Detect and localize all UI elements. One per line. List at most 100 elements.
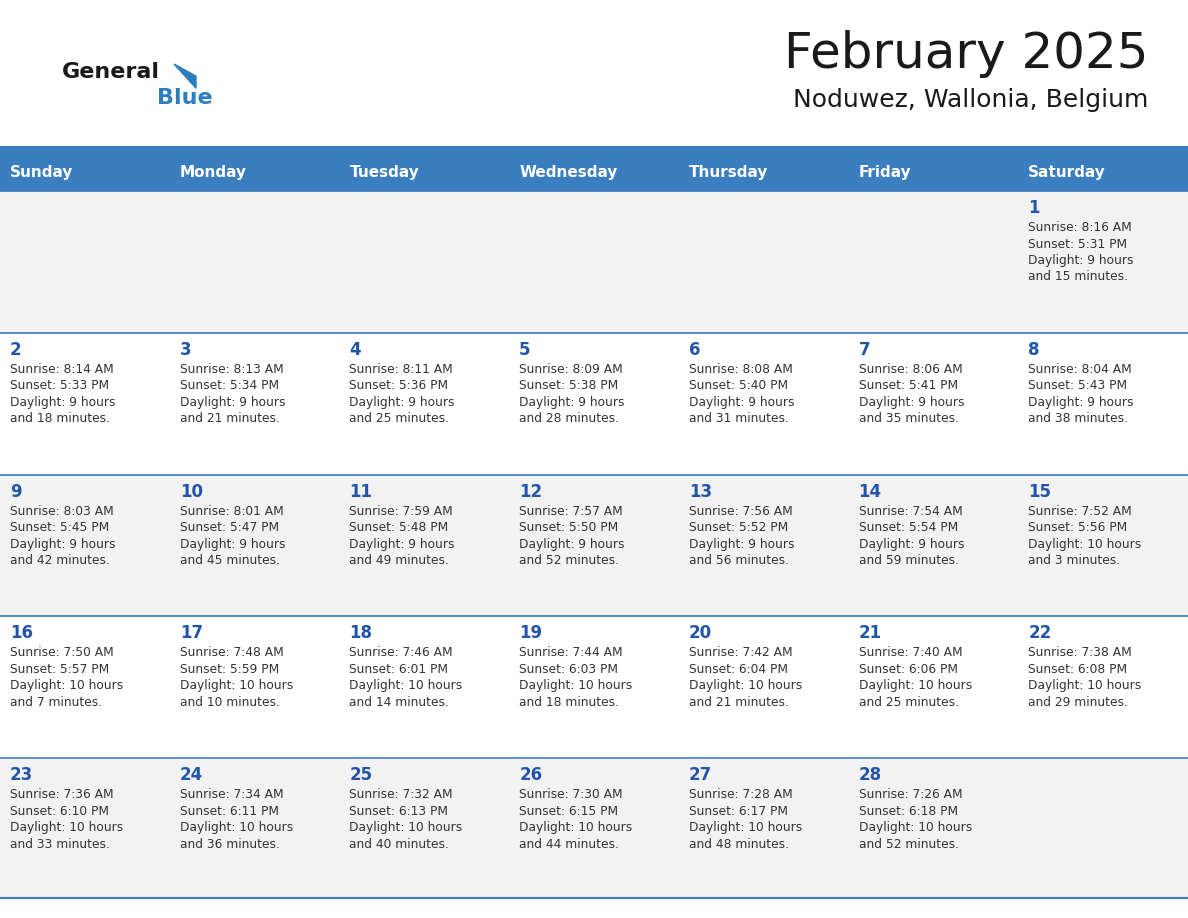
- Bar: [848, 191, 1018, 333]
- Text: and 38 minutes.: and 38 minutes.: [1029, 412, 1129, 425]
- Text: Daylight: 9 hours: Daylight: 9 hours: [179, 396, 285, 409]
- Text: Daylight: 9 hours: Daylight: 9 hours: [10, 396, 115, 409]
- Text: Sunrise: 7:59 AM: Sunrise: 7:59 AM: [349, 505, 453, 518]
- Bar: [510, 758, 678, 900]
- Text: Daylight: 9 hours: Daylight: 9 hours: [349, 538, 455, 551]
- Text: and 21 minutes.: and 21 minutes.: [689, 696, 789, 709]
- Bar: [170, 616, 340, 758]
- Text: 28: 28: [859, 767, 881, 784]
- Bar: [340, 191, 510, 333]
- Text: 17: 17: [179, 624, 203, 643]
- Text: Daylight: 10 hours: Daylight: 10 hours: [689, 822, 802, 834]
- Text: Daylight: 10 hours: Daylight: 10 hours: [179, 822, 293, 834]
- Text: Sunrise: 7:28 AM: Sunrise: 7:28 AM: [689, 789, 792, 801]
- Text: Sunrise: 8:11 AM: Sunrise: 8:11 AM: [349, 363, 453, 375]
- Text: and 40 minutes.: and 40 minutes.: [349, 838, 449, 851]
- Text: and 52 minutes.: and 52 minutes.: [519, 554, 619, 567]
- Text: and 14 minutes.: and 14 minutes.: [349, 696, 449, 709]
- Text: and 28 minutes.: and 28 minutes.: [519, 412, 619, 425]
- Text: Daylight: 10 hours: Daylight: 10 hours: [10, 822, 124, 834]
- Bar: [0, 475, 170, 616]
- Text: 15: 15: [1029, 483, 1051, 500]
- Text: Daylight: 10 hours: Daylight: 10 hours: [519, 822, 632, 834]
- Bar: [848, 333, 1018, 475]
- Text: Daylight: 9 hours: Daylight: 9 hours: [859, 538, 965, 551]
- Bar: [510, 191, 678, 333]
- Text: and 48 minutes.: and 48 minutes.: [689, 838, 789, 851]
- Text: Sunset: 5:45 PM: Sunset: 5:45 PM: [10, 521, 109, 534]
- Text: Sunset: 6:08 PM: Sunset: 6:08 PM: [1029, 663, 1127, 676]
- Text: 8: 8: [1029, 341, 1040, 359]
- Text: Daylight: 9 hours: Daylight: 9 hours: [179, 538, 285, 551]
- Bar: [678, 616, 848, 758]
- Text: and 25 minutes.: and 25 minutes.: [349, 412, 449, 425]
- Text: 2: 2: [10, 341, 21, 359]
- Text: Sunday: Sunday: [10, 164, 74, 180]
- Text: and 31 minutes.: and 31 minutes.: [689, 412, 789, 425]
- Text: Sunset: 5:50 PM: Sunset: 5:50 PM: [519, 521, 619, 534]
- Text: Daylight: 10 hours: Daylight: 10 hours: [1029, 538, 1142, 551]
- Text: Sunset: 5:57 PM: Sunset: 5:57 PM: [10, 663, 109, 676]
- Bar: [340, 153, 510, 191]
- Bar: [340, 616, 510, 758]
- Text: February 2025: February 2025: [784, 30, 1148, 78]
- Text: and 56 minutes.: and 56 minutes.: [689, 554, 789, 567]
- Text: Daylight: 9 hours: Daylight: 9 hours: [519, 538, 625, 551]
- Bar: [1018, 333, 1188, 475]
- Text: Sunrise: 7:54 AM: Sunrise: 7:54 AM: [859, 505, 962, 518]
- Text: and 10 minutes.: and 10 minutes.: [179, 696, 279, 709]
- Text: and 49 minutes.: and 49 minutes.: [349, 554, 449, 567]
- Text: Sunset: 5:34 PM: Sunset: 5:34 PM: [179, 379, 279, 392]
- Text: and 45 minutes.: and 45 minutes.: [179, 554, 279, 567]
- Text: and 29 minutes.: and 29 minutes.: [1029, 696, 1129, 709]
- Text: and 44 minutes.: and 44 minutes.: [519, 838, 619, 851]
- Text: 5: 5: [519, 341, 531, 359]
- Text: Daylight: 9 hours: Daylight: 9 hours: [859, 396, 965, 409]
- Text: Saturday: Saturday: [1029, 164, 1106, 180]
- Text: Sunset: 5:52 PM: Sunset: 5:52 PM: [689, 521, 788, 534]
- Text: Tuesday: Tuesday: [349, 164, 419, 180]
- Bar: [848, 616, 1018, 758]
- Text: Sunrise: 8:04 AM: Sunrise: 8:04 AM: [1029, 363, 1132, 375]
- Text: Noduwez, Wallonia, Belgium: Noduwez, Wallonia, Belgium: [792, 88, 1148, 112]
- Text: Sunrise: 8:03 AM: Sunrise: 8:03 AM: [10, 505, 114, 518]
- Text: 22: 22: [1029, 624, 1051, 643]
- Bar: [1018, 153, 1188, 191]
- Bar: [170, 191, 340, 333]
- Text: Daylight: 10 hours: Daylight: 10 hours: [10, 679, 124, 692]
- Text: Sunrise: 7:42 AM: Sunrise: 7:42 AM: [689, 646, 792, 659]
- Text: Daylight: 9 hours: Daylight: 9 hours: [10, 538, 115, 551]
- Text: Sunset: 5:33 PM: Sunset: 5:33 PM: [10, 379, 109, 392]
- Bar: [0, 616, 170, 758]
- Bar: [678, 475, 848, 616]
- Text: Daylight: 9 hours: Daylight: 9 hours: [689, 396, 795, 409]
- Bar: [848, 153, 1018, 191]
- Bar: [510, 333, 678, 475]
- Text: Sunset: 5:54 PM: Sunset: 5:54 PM: [859, 521, 958, 534]
- Text: Sunset: 5:36 PM: Sunset: 5:36 PM: [349, 379, 449, 392]
- Text: 25: 25: [349, 767, 373, 784]
- Text: 13: 13: [689, 483, 712, 500]
- Text: Daylight: 9 hours: Daylight: 9 hours: [1029, 396, 1133, 409]
- Bar: [0, 333, 170, 475]
- Text: Daylight: 10 hours: Daylight: 10 hours: [179, 679, 293, 692]
- Text: 12: 12: [519, 483, 542, 500]
- Text: Wednesday: Wednesday: [519, 164, 618, 180]
- Text: Daylight: 10 hours: Daylight: 10 hours: [689, 679, 802, 692]
- Text: and 3 minutes.: and 3 minutes.: [1029, 554, 1120, 567]
- Text: 6: 6: [689, 341, 701, 359]
- Text: and 52 minutes.: and 52 minutes.: [859, 838, 959, 851]
- Text: Sunrise: 7:26 AM: Sunrise: 7:26 AM: [859, 789, 962, 801]
- Text: Sunset: 5:43 PM: Sunset: 5:43 PM: [1029, 379, 1127, 392]
- Text: Sunrise: 7:38 AM: Sunrise: 7:38 AM: [1029, 646, 1132, 659]
- Text: Sunset: 6:10 PM: Sunset: 6:10 PM: [10, 805, 109, 818]
- Text: 27: 27: [689, 767, 712, 784]
- Bar: [848, 475, 1018, 616]
- Bar: [678, 333, 848, 475]
- Bar: [1018, 191, 1188, 333]
- Text: and 25 minutes.: and 25 minutes.: [859, 696, 959, 709]
- Text: and 18 minutes.: and 18 minutes.: [519, 696, 619, 709]
- Text: and 36 minutes.: and 36 minutes.: [179, 838, 279, 851]
- Text: 26: 26: [519, 767, 542, 784]
- Text: Sunrise: 7:52 AM: Sunrise: 7:52 AM: [1029, 505, 1132, 518]
